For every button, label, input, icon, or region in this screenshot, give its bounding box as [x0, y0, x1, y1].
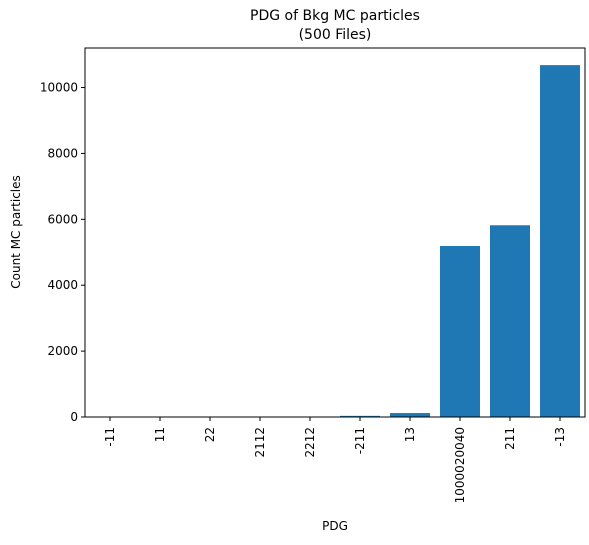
x-axis-label: PDG — [322, 519, 348, 533]
y-tick-label: 0 — [70, 410, 78, 424]
x-tick-label: 2212 — [303, 427, 317, 458]
y-tick-label: 2000 — [47, 344, 78, 358]
y-tick-label: 10000 — [40, 81, 78, 95]
x-ticks-group: -11 11 22 2112 2212 -211 13 1000020040 211 -13 — [103, 417, 567, 503]
bar--13 — [540, 65, 580, 417]
y-tick-label: 8000 — [47, 146, 78, 160]
x-tick-label: 1000020040 — [453, 427, 467, 503]
y-ticks-group: 0 2000 4000 6000 8000 10000 — [40, 81, 85, 424]
bars-group — [90, 65, 580, 417]
y-axis-label: Count MC particles — [9, 175, 23, 289]
x-tick-label: 13 — [403, 427, 417, 442]
bar-211 — [490, 225, 530, 417]
x-tick-label: -13 — [553, 427, 567, 447]
y-tick-label: 6000 — [47, 212, 78, 226]
chart-title-line1: PDG of Bkg MC particles — [250, 8, 420, 24]
bar--211 — [340, 415, 380, 417]
x-tick-label: -11 — [103, 427, 117, 447]
chart-title-line2: (500 Files) — [299, 27, 372, 43]
x-tick-label: 11 — [153, 427, 167, 442]
bar-1000020040 — [440, 246, 480, 417]
x-tick-label: -211 — [353, 427, 367, 454]
x-tick-label: 2112 — [253, 427, 267, 458]
y-tick-label: 4000 — [47, 278, 78, 292]
x-tick-label: 22 — [203, 427, 217, 442]
x-tick-label: 211 — [503, 427, 517, 450]
bar-13 — [390, 413, 430, 417]
plot-frame — [84, 47, 586, 418]
